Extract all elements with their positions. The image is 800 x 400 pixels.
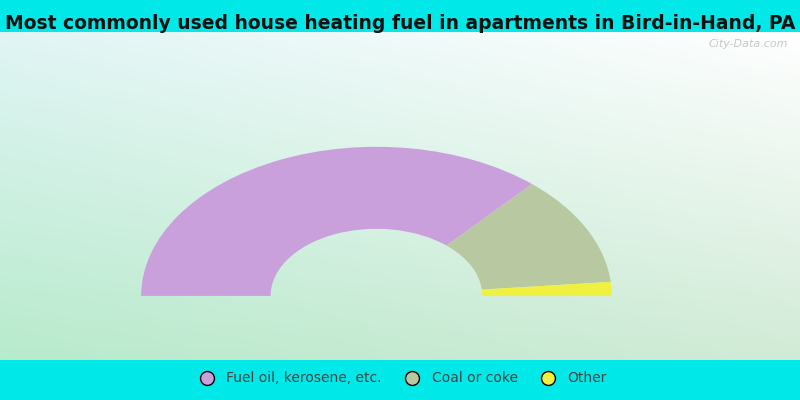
Wedge shape xyxy=(482,282,612,296)
Text: City-Data.com: City-Data.com xyxy=(709,40,788,50)
Wedge shape xyxy=(446,184,610,290)
Legend: Fuel oil, kerosene, etc., Coal or coke, Other: Fuel oil, kerosene, etc., Coal or coke, … xyxy=(187,366,613,391)
Wedge shape xyxy=(141,147,532,296)
Text: Most commonly used house heating fuel in apartments in Bird-in-Hand, PA: Most commonly used house heating fuel in… xyxy=(5,14,795,33)
